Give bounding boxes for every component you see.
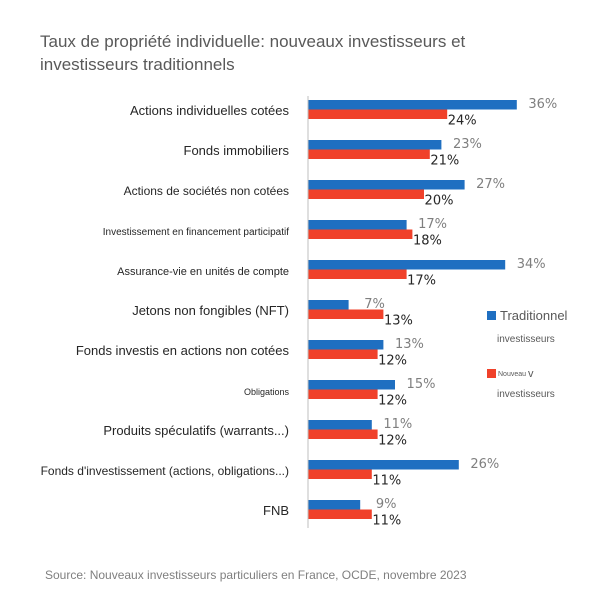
category-label: Obligations	[244, 387, 290, 397]
bar-traditionnel	[308, 300, 349, 310]
bar-traditionnel	[308, 420, 372, 430]
value-label-nouveau: 12%	[378, 394, 407, 409]
value-label-nouveau: 18%	[413, 234, 442, 249]
value-label-nouveau: 12%	[378, 354, 407, 369]
category-label: Investissement en financement participat…	[103, 227, 289, 238]
value-label-nouveau: 17%	[407, 274, 436, 289]
legend-label-traditionnel: Traditionnel	[500, 308, 568, 323]
source-note: Source: Nouveaux investisseurs particuli…	[45, 568, 467, 582]
bar-nouveau	[308, 189, 424, 199]
value-label-traditionnel: 15%	[407, 377, 436, 392]
category-label: Produits spéculatifs (warrants...)	[103, 423, 289, 438]
legend-label-nouveau-line2: investisseurs	[497, 389, 555, 400]
legend-label-traditionnel-line2: investisseurs	[497, 334, 555, 345]
value-label-nouveau: 13%	[384, 314, 413, 329]
bar-nouveau	[308, 509, 372, 519]
bar-nouveau	[308, 309, 384, 319]
bar-traditionnel	[308, 380, 395, 390]
value-label-traditionnel: 7%	[364, 297, 385, 312]
value-label-traditionnel: 36%	[528, 97, 557, 112]
legend-swatch-nouveau	[487, 369, 496, 378]
value-label-traditionnel: 26%	[470, 457, 499, 472]
chart-title: Taux de propriété individuelle: nouveaux…	[40, 32, 466, 74]
value-label-traditionnel: 11%	[383, 417, 412, 432]
category-labels: Actions individuelles cotées Fonds immobi…	[41, 103, 290, 518]
category-label: Fonds d'investissement (actions, obligat…	[41, 464, 289, 478]
value-labels: 36% 24% 23% 21% 27% 20% 17% 18% 34% 17% 7% 13% 13% 12…	[364, 97, 557, 529]
value-label-nouveau: 24%	[448, 114, 477, 129]
bar-nouveau	[308, 349, 378, 359]
bar-traditionnel	[308, 140, 442, 150]
legend-label-nouveau: Nouveau	[498, 371, 526, 378]
bar-traditionnel	[308, 500, 361, 510]
value-label-traditionnel: 9%	[376, 497, 397, 512]
bar-nouveau	[308, 269, 407, 279]
value-label-nouveau: 21%	[430, 154, 459, 169]
bar-traditionnel	[308, 180, 465, 190]
category-label: Actions individuelles cotées	[130, 103, 289, 118]
category-label: Actions de sociétés non cotées	[124, 184, 289, 198]
category-label: Assurance-vie en unités de compte	[117, 266, 289, 278]
legend-label-nouveau-v: v	[528, 368, 534, 380]
bar-chart: Actions individuelles cotées Fonds immobi…	[41, 96, 568, 529]
category-label: Jetons non fongibles (NFT)	[132, 303, 289, 318]
value-label-traditionnel: 34%	[517, 257, 546, 272]
bar-nouveau	[308, 429, 378, 439]
value-label-traditionnel: 27%	[476, 177, 505, 192]
bar-nouveau	[308, 229, 413, 239]
category-label: FNB	[263, 503, 289, 518]
bar-traditionnel	[308, 260, 506, 270]
bar-traditionnel	[308, 460, 459, 470]
category-label: Fonds investis en actions non cotées	[76, 343, 290, 358]
value-label-nouveau: 12%	[378, 434, 407, 449]
value-label-traditionnel: 23%	[453, 137, 482, 152]
legend: Traditionnel investisseurs Nouveau v inv…	[487, 308, 568, 400]
legend-swatch-traditionnel	[487, 311, 496, 320]
value-label-nouveau: 11%	[372, 474, 401, 489]
category-label: Fonds immobiliers	[184, 143, 290, 158]
bars	[308, 100, 517, 519]
bar-nouveau	[308, 109, 448, 119]
bar-nouveau	[308, 469, 372, 479]
value-label-nouveau: 11%	[372, 514, 401, 529]
value-label-traditionnel: 17%	[418, 217, 447, 232]
bar-traditionnel	[308, 220, 407, 230]
bar-traditionnel	[308, 100, 517, 110]
value-label-traditionnel: 13%	[395, 337, 424, 352]
bar-nouveau	[308, 389, 378, 399]
bar-traditionnel	[308, 340, 384, 350]
bar-nouveau	[308, 149, 430, 159]
value-label-nouveau: 20%	[425, 194, 454, 209]
